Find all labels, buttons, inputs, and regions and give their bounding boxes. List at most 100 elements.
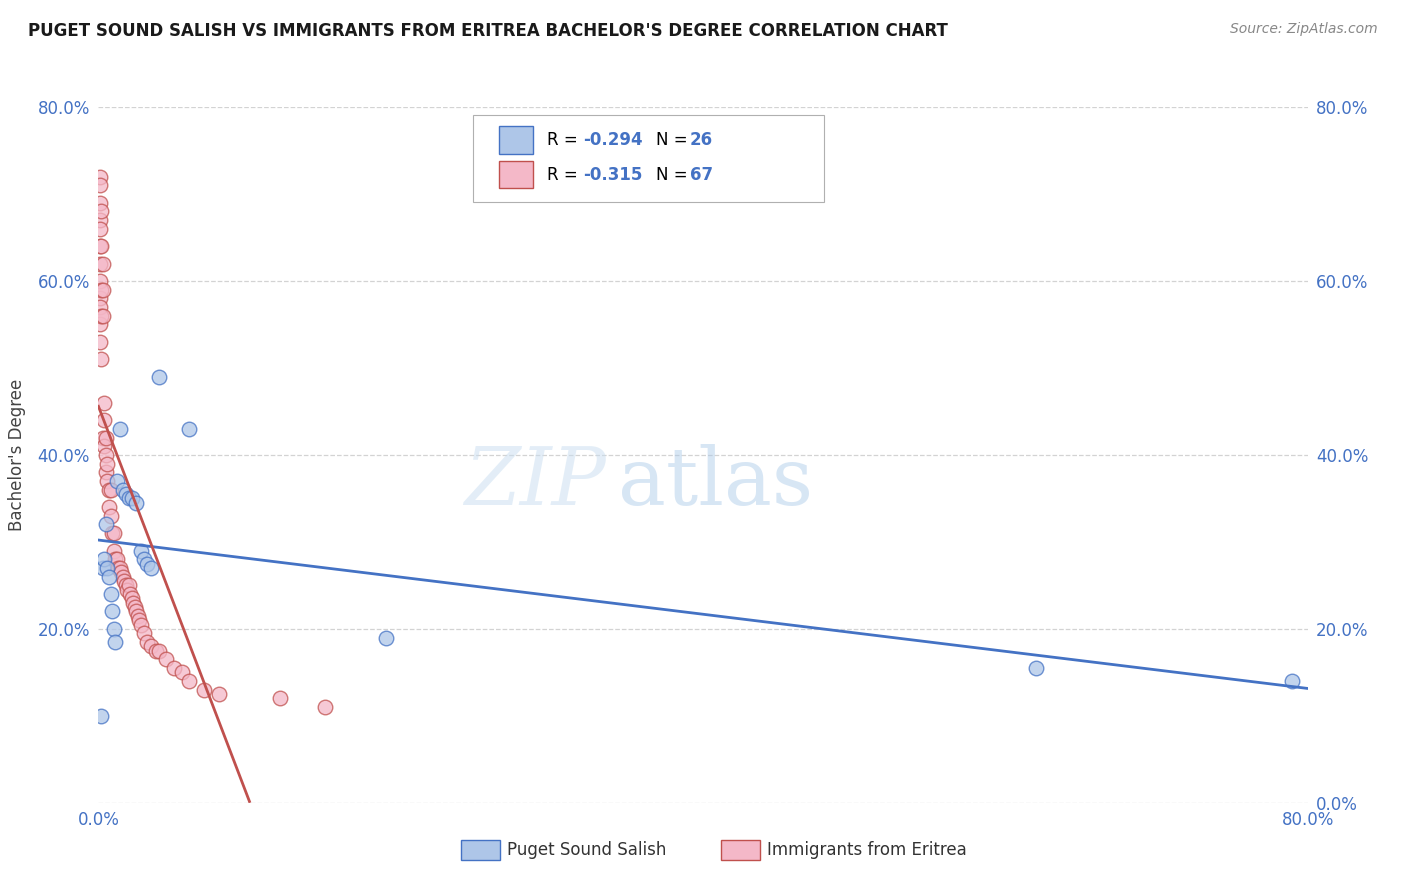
- Point: [90, 283, 112, 297]
- Text: N =: N =: [655, 131, 693, 149]
- Point: [127, 608, 149, 623]
- Point: [148, 369, 170, 384]
- Point: [141, 639, 163, 653]
- Point: [98, 500, 121, 514]
- FancyBboxPatch shape: [499, 126, 533, 153]
- Text: 26: 26: [690, 131, 713, 149]
- Text: PUGET SOUND SALISH VS IMMIGRANTS FROM ERITREA BACHELOR'S DEGREE CORRELATION CHAR: PUGET SOUND SALISH VS IMMIGRANTS FROM ER…: [28, 22, 948, 40]
- Point: [90, 239, 112, 253]
- Point: [148, 643, 170, 657]
- Point: [91, 256, 114, 270]
- Point: [135, 635, 157, 649]
- Point: [96, 561, 118, 575]
- Point: [1024, 661, 1046, 675]
- Point: [94, 517, 117, 532]
- Point: [91, 283, 114, 297]
- Text: N =: N =: [655, 166, 693, 184]
- FancyBboxPatch shape: [461, 840, 501, 860]
- Point: [94, 448, 117, 462]
- Point: [100, 508, 122, 523]
- Point: [90, 352, 112, 367]
- Point: [105, 474, 128, 488]
- Point: [145, 643, 167, 657]
- Point: [208, 687, 231, 701]
- Point: [132, 626, 155, 640]
- Point: [93, 552, 115, 566]
- Point: [90, 204, 112, 219]
- Point: [121, 591, 143, 606]
- Point: [104, 635, 127, 649]
- Text: -0.315: -0.315: [583, 166, 643, 184]
- Point: [100, 587, 122, 601]
- FancyBboxPatch shape: [499, 161, 533, 188]
- Point: [93, 413, 115, 427]
- Point: [125, 496, 148, 510]
- Point: [1281, 674, 1303, 689]
- Point: [114, 578, 136, 592]
- Point: [115, 582, 138, 597]
- Point: [101, 605, 124, 619]
- Point: [120, 587, 142, 601]
- Point: [269, 691, 291, 706]
- Text: Puget Sound Salish: Puget Sound Salish: [508, 841, 666, 859]
- Point: [129, 617, 152, 632]
- Point: [374, 631, 396, 645]
- Point: [124, 600, 146, 615]
- Text: R =: R =: [547, 166, 583, 184]
- Point: [155, 652, 177, 666]
- Text: R =: R =: [547, 131, 583, 149]
- Point: [89, 300, 111, 314]
- Text: Immigrants from Eritrea: Immigrants from Eritrea: [768, 841, 967, 859]
- Point: [89, 239, 111, 253]
- Point: [103, 622, 125, 636]
- Point: [135, 557, 157, 571]
- Point: [107, 561, 129, 575]
- Text: 67: 67: [690, 166, 713, 184]
- Point: [132, 552, 155, 566]
- Point: [90, 708, 112, 723]
- Text: atlas: atlas: [619, 443, 814, 522]
- Point: [89, 178, 111, 193]
- Point: [118, 578, 141, 592]
- Point: [89, 274, 111, 288]
- Point: [112, 574, 135, 588]
- Point: [104, 552, 127, 566]
- Point: [141, 561, 163, 575]
- Point: [122, 596, 145, 610]
- Point: [314, 700, 336, 714]
- Point: [114, 487, 136, 501]
- Point: [89, 291, 111, 305]
- Point: [89, 318, 111, 332]
- Point: [94, 466, 117, 480]
- Text: -0.294: -0.294: [583, 131, 643, 149]
- Point: [111, 570, 134, 584]
- Point: [89, 334, 111, 349]
- Point: [108, 422, 131, 436]
- Point: [111, 483, 134, 497]
- FancyBboxPatch shape: [474, 115, 824, 202]
- Point: [93, 439, 115, 453]
- Point: [96, 457, 118, 471]
- Y-axis label: Bachelor's Degree: Bachelor's Degree: [8, 379, 27, 531]
- Point: [91, 431, 114, 445]
- Point: [103, 543, 125, 558]
- Point: [105, 552, 128, 566]
- FancyBboxPatch shape: [721, 840, 759, 860]
- Point: [89, 221, 111, 235]
- Point: [91, 561, 114, 575]
- Point: [118, 491, 141, 506]
- Point: [90, 309, 112, 323]
- Point: [128, 613, 150, 627]
- Point: [125, 605, 148, 619]
- Point: [91, 309, 114, 323]
- Point: [108, 561, 131, 575]
- Text: Source: ZipAtlas.com: Source: ZipAtlas.com: [1230, 22, 1378, 37]
- Point: [89, 195, 111, 210]
- Point: [94, 431, 117, 445]
- Point: [96, 474, 118, 488]
- Text: ZIP: ZIP: [464, 444, 606, 522]
- Point: [179, 674, 201, 689]
- Point: [98, 570, 121, 584]
- Point: [110, 566, 132, 580]
- Point: [100, 483, 122, 497]
